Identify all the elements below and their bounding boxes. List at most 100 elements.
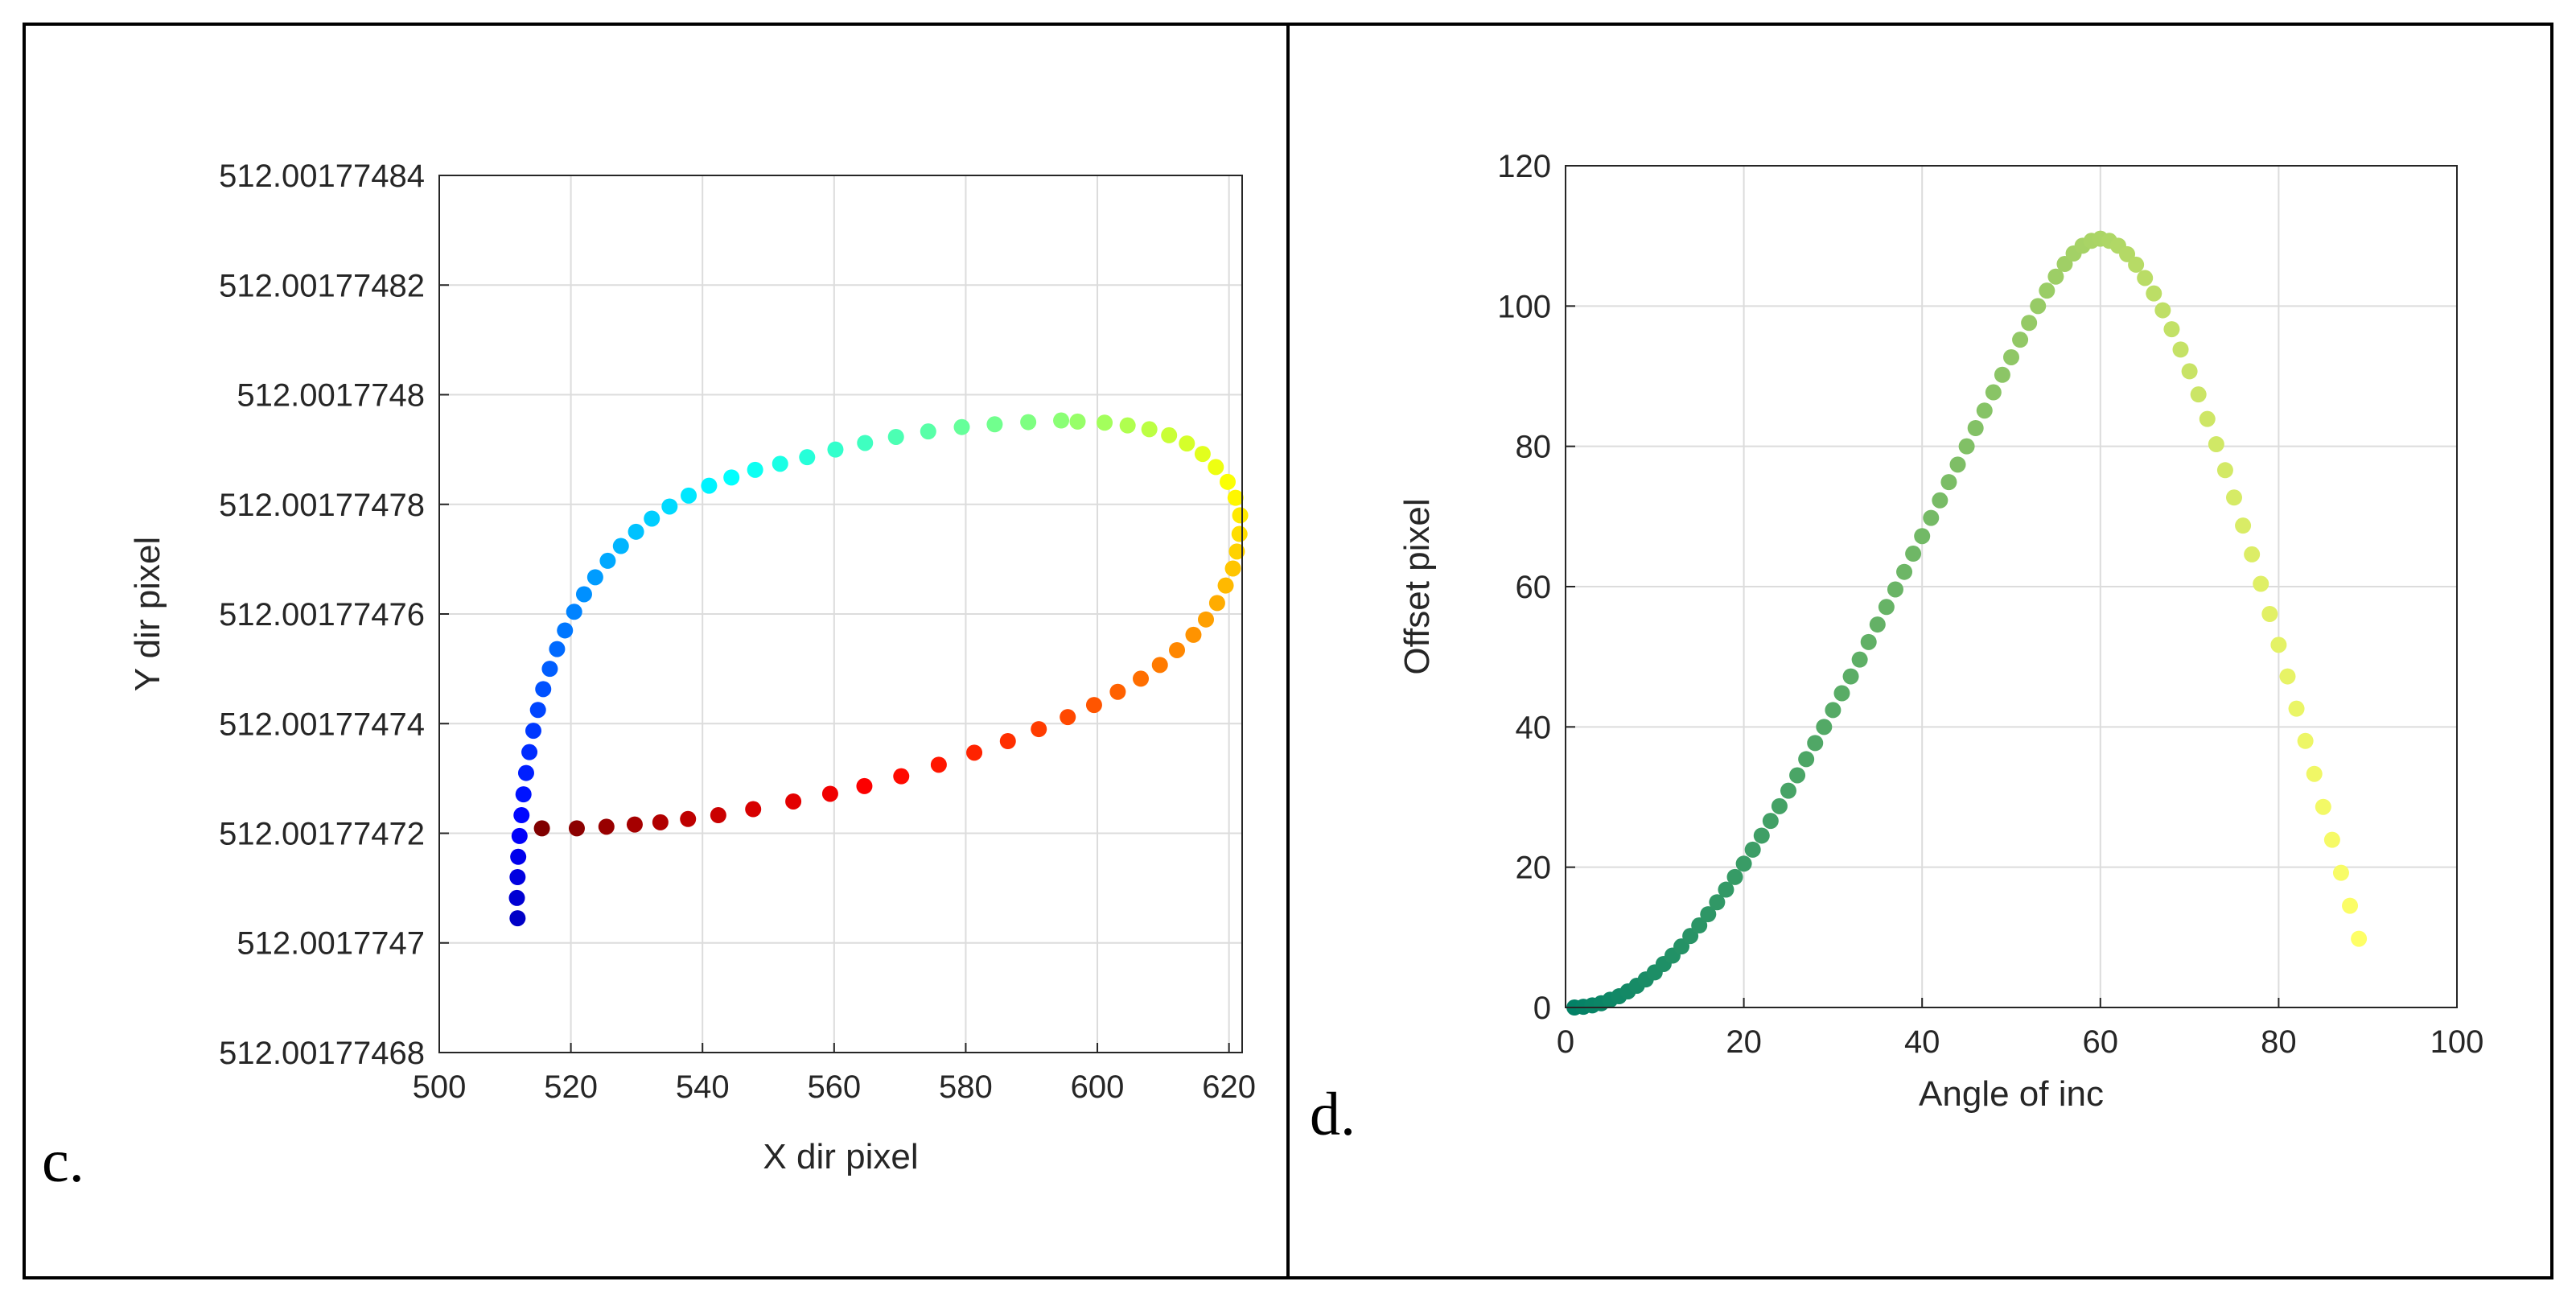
d-data-point (1825, 702, 1841, 719)
c-y-axis-label: Y dir pixel (128, 537, 167, 691)
d-data-point (1798, 751, 1815, 768)
d-data-point (2047, 268, 2064, 285)
d-data-point (1691, 917, 1708, 934)
d-points (1566, 230, 2368, 1016)
c-data-point (541, 661, 558, 678)
d-y-tick-label: 20 (1516, 851, 1552, 886)
c-data-point (1169, 641, 1186, 658)
c-ticks: 500 520 540 560 580 600 620 512.00177468 512.001… (219, 159, 1256, 1105)
d-data-point (2012, 332, 2029, 348)
d-data-point (1940, 474, 1957, 491)
c-data-point (1109, 683, 1126, 700)
c-data-point (1119, 417, 1136, 434)
d-data-point (2288, 700, 2305, 717)
d-data-point (1709, 894, 1726, 911)
c-data-point (893, 768, 910, 785)
c-y-tick-label: 512.0017748 (237, 378, 425, 414)
d-x-tick-label: 80 (2261, 1024, 2297, 1060)
c-y-tick-label: 512.00177484 (219, 159, 425, 194)
d-data-point (1807, 735, 1824, 752)
d-data-point (2297, 732, 2314, 749)
c-data-point (612, 538, 629, 554)
d-data-point (2342, 897, 2359, 914)
c-data-point (920, 423, 936, 440)
c-data-point (723, 469, 740, 486)
d-data-point (1816, 719, 1833, 735)
c-x-tick-label: 540 (676, 1069, 730, 1105)
c-data-point (1185, 626, 1202, 643)
d-data-point (2137, 270, 2154, 286)
c-data-point (626, 816, 643, 833)
d-data-point (2163, 321, 2180, 338)
c-data-point (509, 869, 526, 885)
d-data-point (2244, 546, 2261, 562)
d-y-tick-label: 60 (1516, 570, 1552, 605)
c-data-point (799, 449, 816, 466)
panel-c: 500 520 540 560 580 600 620 512.00177468 512.001… (42, 159, 1256, 1195)
d-data-point (1976, 402, 1993, 419)
c-data-point (701, 477, 718, 494)
d-data-point (1967, 420, 1984, 437)
d-data-point (2208, 436, 2224, 453)
d-data-point (2253, 575, 2269, 592)
c-data-point (986, 416, 1003, 433)
d-x-tick-label: 40 (1904, 1024, 1940, 1060)
c-data-point (515, 786, 532, 803)
d-x-tick-label: 0 (1557, 1024, 1574, 1060)
d-data-point (1923, 509, 1940, 526)
c-data-point (1208, 459, 1224, 476)
d-data-point (2128, 256, 2145, 273)
d-data-point (2039, 282, 2055, 299)
d-data-point (2270, 637, 2287, 653)
c-data-point (1133, 670, 1150, 687)
c-data-point (1232, 507, 1249, 524)
d-data-point (1682, 928, 1699, 945)
c-data-point (525, 723, 541, 740)
d-data-point (2351, 930, 2368, 947)
c-data-point (856, 777, 873, 794)
c-data-point (1097, 414, 1113, 431)
panel-c-letter: c. (42, 1127, 84, 1195)
c-data-point (1069, 413, 1086, 430)
c-y-tick-label: 512.00177478 (219, 488, 425, 523)
c-data-point (681, 487, 697, 504)
d-y-tick-label: 100 (1497, 289, 1551, 324)
d-x-axis-label: Angle of inc (1919, 1074, 2104, 1114)
d-data-point (2021, 315, 2038, 332)
c-data-point (772, 455, 788, 472)
d-y-tick-label: 0 (1533, 991, 1551, 1026)
c-data-point (821, 785, 838, 802)
c-data-point (747, 461, 763, 478)
c-data-point (785, 793, 802, 810)
d-data-point (1887, 581, 1903, 598)
c-points (508, 412, 1249, 927)
c-data-point (1194, 446, 1211, 463)
d-y-tick-label: 80 (1516, 430, 1552, 465)
c-data-point (513, 807, 530, 824)
d-data-point (1673, 938, 1690, 955)
c-data-point (1060, 709, 1076, 726)
d-data-point (2172, 341, 2189, 358)
c-x-tick-label: 560 (807, 1069, 861, 1105)
c-data-point (598, 818, 615, 835)
d-data-point (1753, 827, 1770, 844)
d-data-point (1726, 868, 1743, 885)
c-y-tick-label: 512.00177474 (219, 707, 425, 742)
d-data-point (2306, 765, 2323, 782)
d-data-point (1896, 563, 1913, 580)
d-data-point (1851, 651, 1868, 668)
d-data-point (1905, 546, 1922, 562)
c-data-point (1220, 473, 1237, 490)
c-data-point (1031, 721, 1047, 738)
d-data-point (2154, 302, 2171, 319)
d-data-point (1789, 767, 1806, 784)
c-data-point (1208, 595, 1225, 612)
c-data-point (827, 441, 844, 458)
c-grid (438, 175, 1242, 1053)
c-x-tick-label: 600 (1071, 1069, 1125, 1105)
d-ticks: 0 20 40 60 80 100 0 20 40 60 80 100 120 (1497, 149, 2483, 1060)
c-data-point (586, 569, 603, 586)
d-data-point (1958, 438, 1975, 455)
c-data-point (1198, 611, 1215, 628)
